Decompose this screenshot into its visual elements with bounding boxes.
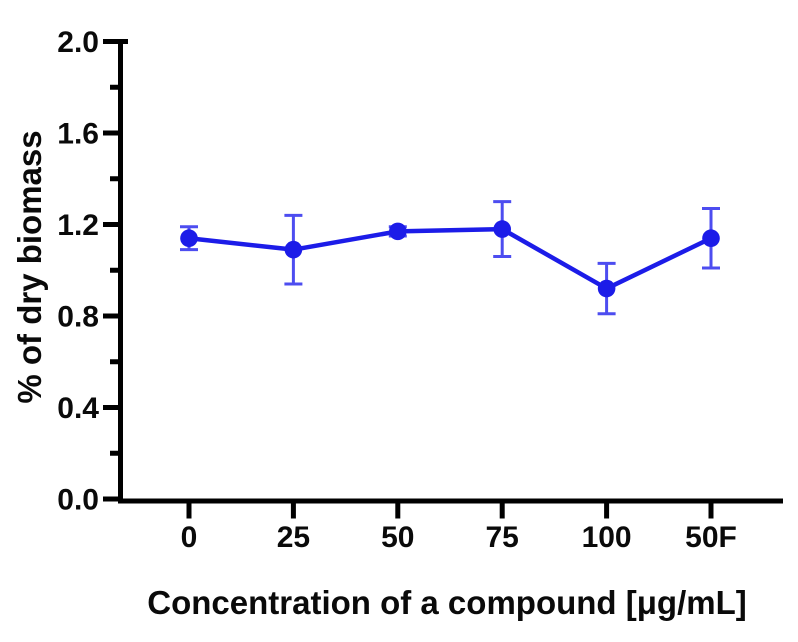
x-tick-label: 100 — [582, 521, 632, 554]
data-point-marker — [180, 229, 198, 248]
data-point-marker — [597, 279, 616, 298]
y-tick-label: 0.4 — [57, 392, 99, 425]
data-point-marker — [493, 220, 512, 238]
y-tick-label: 1.6 — [57, 118, 99, 151]
y-tick-label: 1.2 — [57, 209, 99, 242]
x-tick-label: 50F — [685, 521, 737, 554]
data-point-marker — [702, 229, 720, 248]
x-tick-label: 75 — [486, 521, 519, 554]
y-tick-label: 0.0 — [57, 484, 99, 517]
y-tick-label: 2.0 — [57, 26, 99, 59]
x-axis-title: Concentration of a compound [μg/mL] — [147, 584, 747, 621]
data-series-line — [188, 226, 712, 291]
y-axis-title: % of dry biomass — [11, 130, 48, 404]
x-tick-label: 0 — [181, 521, 198, 554]
y-tick-label: 0.8 — [57, 301, 99, 334]
x-tick-label: 50 — [381, 521, 414, 554]
x-tick-label: 25 — [277, 521, 310, 554]
data-point-marker — [284, 240, 303, 259]
data-point-marker — [389, 222, 407, 241]
